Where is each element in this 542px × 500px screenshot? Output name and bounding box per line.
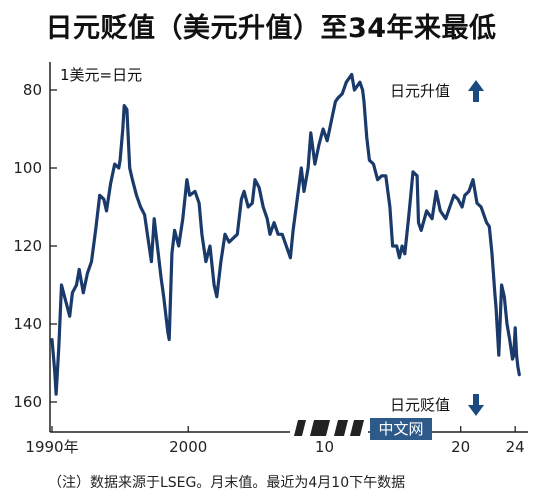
y-tick-label: 80 — [23, 81, 42, 99]
y-tick-label: 140 — [13, 315, 42, 333]
x-tick-label: 20 — [451, 438, 470, 456]
y-tick-label: 120 — [13, 237, 42, 255]
arrow-down-icon — [468, 394, 484, 416]
x-tick-label: 2000 — [169, 438, 207, 456]
yen-appreciation-label: 日元升值 — [390, 82, 450, 100]
source-note: （注）数据来源于LSEG。月末值。最近为4月10下午数据 — [48, 475, 406, 491]
yen-depreciation-label: 日元贬值 — [390, 396, 450, 414]
x-tick-label: 1990年 — [25, 438, 78, 456]
y-tick-label: 100 — [13, 159, 42, 177]
y-tick-label: 160 — [13, 393, 42, 411]
watermark-text: 中文网 — [378, 420, 423, 438]
arrow-up-icon — [468, 80, 484, 102]
y-ticks: 80 100 120 140 160 — [13, 81, 57, 411]
x-tick-label: 24 — [506, 438, 525, 456]
nikkei-logo — [290, 418, 368, 440]
x-tick-label: 10 — [315, 438, 334, 456]
x-ticks: 1990年 2000 10 20 24 — [25, 426, 525, 456]
watermark-box — [370, 418, 432, 440]
series-line-usdjpy — [50, 72, 521, 396]
chart-title: 日元贬值（美元升值）至34年来最低 — [45, 13, 497, 44]
unit-label: 1美元=日元 — [60, 66, 142, 84]
